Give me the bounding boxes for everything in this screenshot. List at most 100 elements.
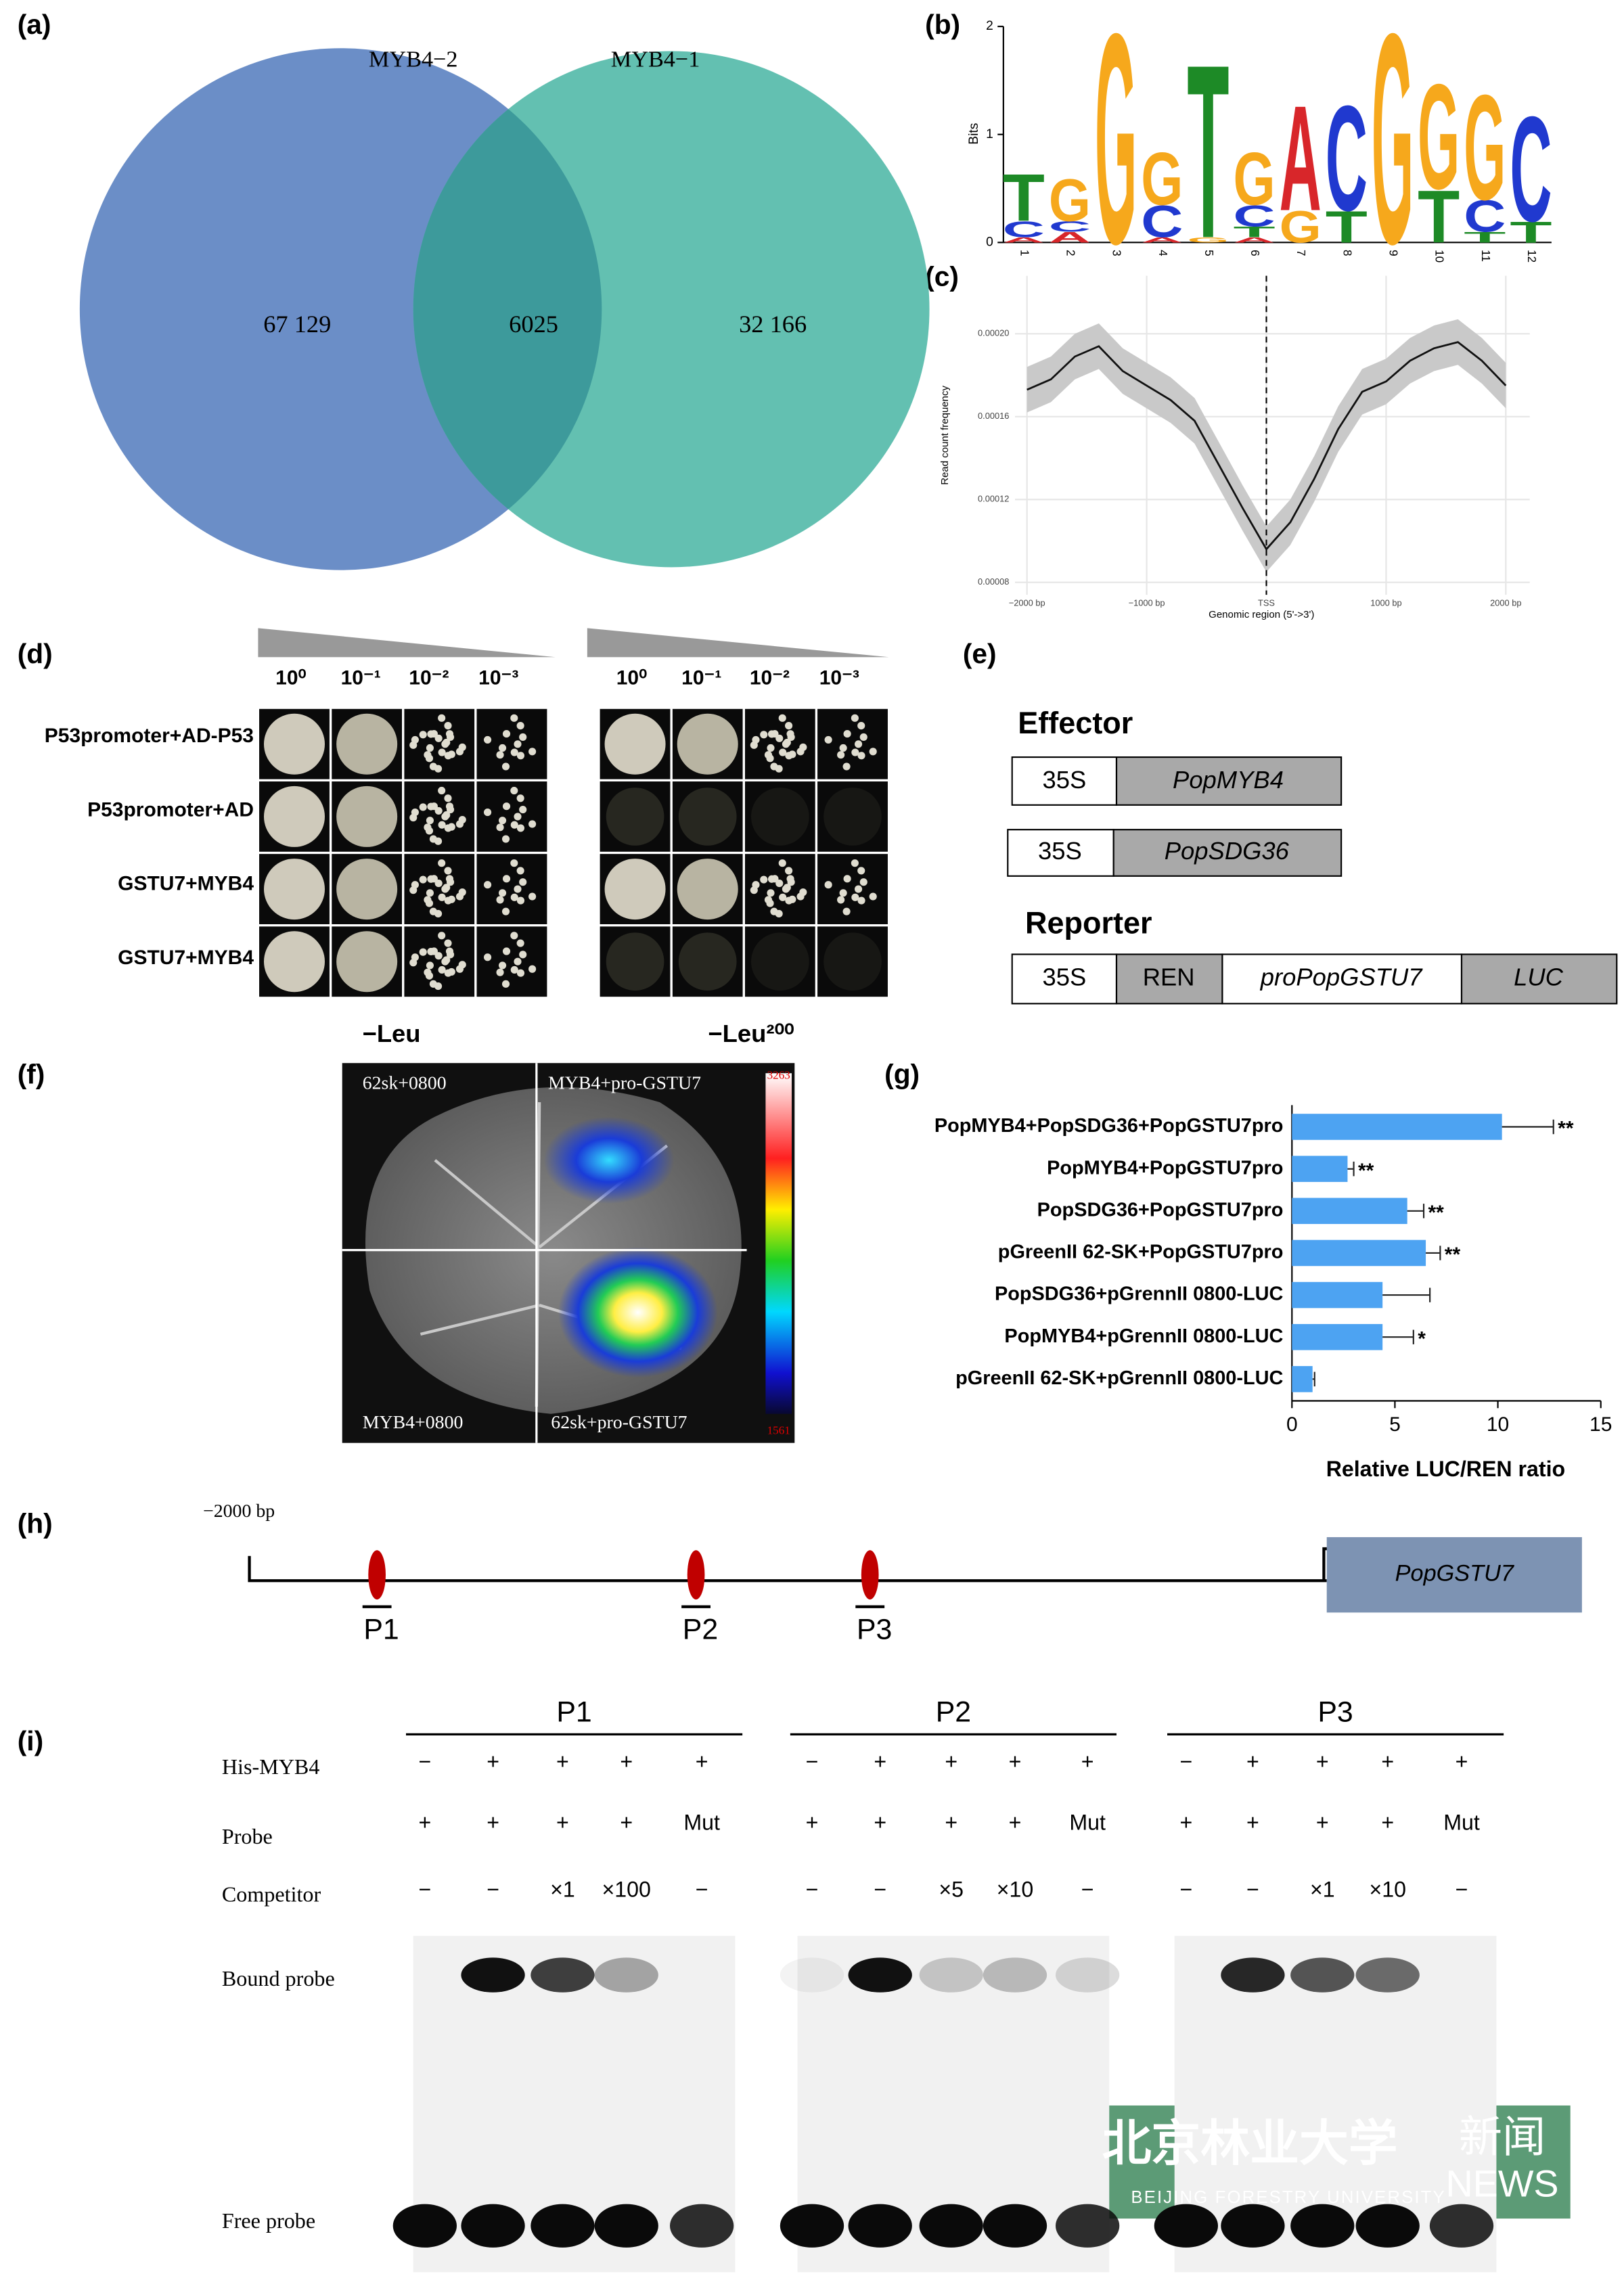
- error-bar: [1407, 1204, 1425, 1219]
- logo-letter: T: [1234, 224, 1276, 241]
- logo-letter: C: [1234, 199, 1276, 233]
- colony: [498, 889, 507, 897]
- colony: [445, 875, 454, 883]
- line: [1027, 341, 1507, 551]
- construct-title: Effector: [1018, 706, 1133, 740]
- colony: [501, 980, 510, 988]
- colony: [510, 965, 518, 974]
- bound-band: [1355, 1957, 1420, 1993]
- gene-label: PopGSTU7: [1395, 1561, 1515, 1587]
- spot-cell: [474, 924, 549, 999]
- lane-symbol: +: [418, 1811, 431, 1835]
- spot: [604, 859, 666, 920]
- colony: [799, 743, 807, 751]
- colony: [775, 734, 784, 742]
- confidence-band: [1027, 319, 1506, 572]
- medium-label: −Leu²⁰⁰: [708, 1020, 794, 1047]
- free-band: [1429, 2204, 1494, 2248]
- colony: [483, 735, 492, 744]
- bar: [1292, 1281, 1383, 1309]
- dilution-label: 10⁻¹: [681, 666, 721, 689]
- spot: [336, 931, 398, 993]
- colony: [444, 867, 452, 875]
- row-label: GSTU7+MYB4: [118, 947, 254, 969]
- dilution-label: 10⁰: [275, 666, 306, 689]
- lane-symbol: +: [1246, 1750, 1259, 1774]
- panel-label: (b): [925, 9, 960, 40]
- colony: [427, 875, 435, 883]
- quadrant-label: MYB4+0800: [363, 1412, 464, 1433]
- colony: [766, 899, 774, 907]
- colony: [443, 956, 451, 964]
- row-label: His-MYB4: [222, 1754, 320, 1779]
- reporter-part: REN: [1143, 963, 1195, 991]
- spot: [336, 786, 398, 847]
- reporter-part: proPopGSTU7: [1260, 963, 1424, 991]
- colony: [425, 899, 434, 907]
- colony: [458, 961, 466, 969]
- colony: [438, 786, 446, 795]
- bound-band: [983, 1957, 1047, 1993]
- logo-letter: G: [1095, 0, 1137, 306]
- logo-letter: A: [1234, 235, 1276, 244]
- bound-band: [1221, 1957, 1285, 1993]
- significance: **: [1558, 1118, 1574, 1140]
- colony: [851, 893, 859, 901]
- colony: [786, 875, 794, 883]
- dilution-label: 10⁻²: [750, 666, 790, 689]
- colony: [510, 786, 518, 795]
- spot: [264, 786, 325, 847]
- construct-title: Reporter: [1025, 906, 1152, 940]
- logo-letter: G: [1141, 137, 1183, 221]
- colony: [839, 744, 847, 752]
- colony: [426, 889, 434, 897]
- colony: [516, 824, 525, 832]
- colony: [786, 730, 794, 738]
- bar: [1292, 1156, 1348, 1182]
- bound-band: [461, 1957, 525, 1993]
- lane-symbol: Mut: [683, 1811, 720, 1835]
- colony: [528, 892, 537, 901]
- colony: [438, 859, 446, 867]
- lane-symbol: −: [1456, 1877, 1468, 1901]
- lane-symbol: +: [1381, 1750, 1394, 1774]
- error-bar: [1312, 1371, 1315, 1387]
- lane-symbol: ×10: [1369, 1877, 1406, 1901]
- colony: [438, 748, 446, 756]
- site-label: P2: [683, 1614, 718, 1646]
- quadrant-label: MYB4+pro-GSTU7: [548, 1073, 701, 1094]
- x-tick-label: 6: [1248, 250, 1262, 256]
- colony: [434, 879, 443, 888]
- colony: [447, 823, 455, 831]
- dilution-label: 10⁻³: [478, 666, 518, 689]
- x-tick-label: 1000 bp: [1370, 597, 1401, 608]
- y-tick-label: 1: [986, 127, 993, 141]
- gene-label: PopSDG36: [1165, 837, 1290, 865]
- lane-symbol: ×100: [602, 1877, 651, 1901]
- colony: [444, 794, 452, 802]
- colony: [775, 909, 783, 918]
- significance: **: [1358, 1160, 1374, 1182]
- colony: [445, 802, 454, 811]
- colony: [443, 811, 451, 819]
- bar: [1292, 1366, 1313, 1392]
- venn-count: 32 166: [739, 311, 807, 338]
- x-tick-label: 4: [1156, 250, 1170, 256]
- lane-symbol: +: [1381, 1811, 1394, 1835]
- binding-site: [687, 1550, 705, 1600]
- colony: [516, 794, 524, 802]
- logo-letter: C: [1326, 74, 1368, 242]
- venn-count: 6025: [509, 311, 558, 338]
- logo-letter: A: [1049, 229, 1091, 246]
- colony: [855, 740, 863, 748]
- dilution-label: 10⁻³: [819, 666, 859, 689]
- x-axis-label: Genomic region (5'->3'): [1209, 609, 1314, 620]
- free-band: [848, 2204, 912, 2248]
- colony: [483, 809, 492, 817]
- logo-letter: A: [1141, 235, 1183, 244]
- x-tick-label: 11: [1479, 250, 1493, 262]
- lane-symbol: +: [620, 1750, 633, 1774]
- lane-symbol: ×5: [939, 1877, 964, 1901]
- colony: [458, 743, 466, 751]
- free-band: [919, 2204, 983, 2248]
